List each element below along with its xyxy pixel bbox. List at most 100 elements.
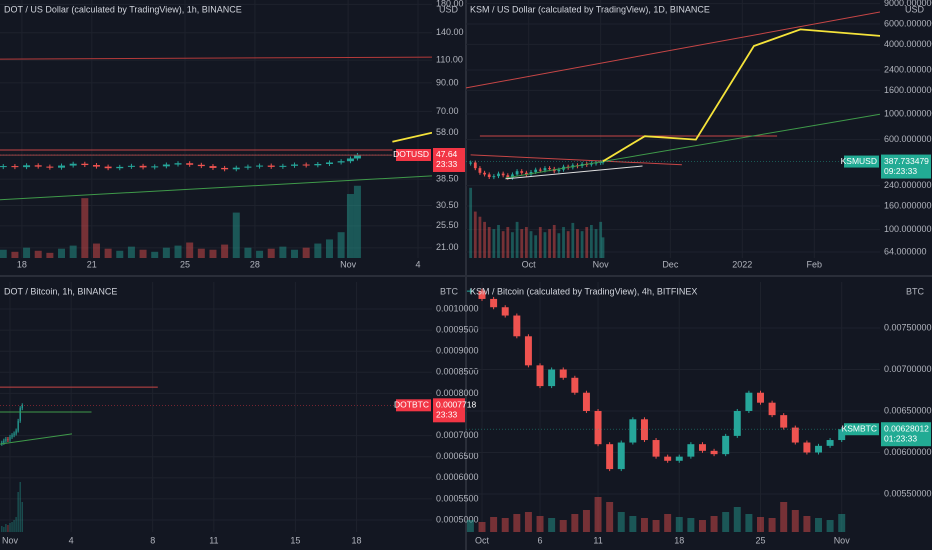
volume-bar bbox=[314, 243, 322, 258]
candle bbox=[780, 415, 788, 428]
volume-bar bbox=[186, 242, 194, 258]
trend-line bbox=[0, 433, 73, 445]
candle bbox=[478, 168, 482, 173]
price-tag-name-bg bbox=[396, 148, 431, 161]
trend-line bbox=[392, 131, 432, 143]
candle bbox=[5, 438, 7, 441]
candle bbox=[46, 166, 54, 168]
candle bbox=[337, 161, 345, 163]
volume-bar bbox=[585, 227, 589, 258]
volume-bar bbox=[490, 517, 498, 532]
volume-bar bbox=[5, 524, 7, 532]
volume-bar bbox=[209, 249, 217, 258]
volume-bar bbox=[353, 185, 361, 258]
y-tick-label: 110.00 bbox=[436, 55, 463, 65]
candle bbox=[557, 169, 561, 172]
unit-label: USD bbox=[905, 4, 925, 14]
x-tick-label: 4 bbox=[416, 259, 421, 269]
candle bbox=[698, 444, 706, 451]
y-tick-label: 0.0009000 bbox=[436, 346, 479, 356]
trend-line bbox=[602, 28, 880, 163]
price-tag-name-bg bbox=[844, 423, 879, 436]
candle bbox=[513, 315, 521, 337]
x-tick-label: 28 bbox=[250, 259, 260, 269]
volume-bar bbox=[487, 227, 491, 258]
volume-bar bbox=[478, 216, 482, 258]
volume-bar bbox=[151, 251, 159, 258]
candle bbox=[58, 165, 66, 168]
volume-bar bbox=[325, 239, 333, 258]
volume-bar bbox=[162, 247, 170, 258]
candle bbox=[104, 166, 112, 169]
candle bbox=[487, 174, 491, 178]
price-tag-countdown: 09:23:33 bbox=[884, 166, 917, 176]
plot-area bbox=[0, 282, 432, 532]
price-tag-countdown: 23:33 bbox=[436, 159, 458, 169]
price-tag-value: 0.00628012 bbox=[884, 423, 929, 433]
candle bbox=[221, 167, 229, 170]
candle bbox=[0, 166, 7, 168]
price-tag-name: KSMUSD bbox=[841, 156, 877, 166]
candle bbox=[9, 436, 11, 440]
y-tick-label: 240.000000 bbox=[884, 180, 932, 190]
y-tick-label: 0.0005500 bbox=[436, 493, 479, 503]
volume-bar bbox=[557, 233, 561, 258]
volume-bar bbox=[617, 512, 625, 532]
volume-bar bbox=[1, 526, 3, 532]
y-tick-label: 0.00550000 bbox=[884, 488, 932, 498]
volume-bar bbox=[492, 229, 496, 258]
volume-bar bbox=[346, 194, 354, 258]
x-tick-label: Oct bbox=[475, 535, 490, 545]
candle bbox=[826, 440, 834, 446]
y-tick-label: 21.00 bbox=[436, 242, 459, 252]
candle bbox=[11, 435, 13, 437]
candle bbox=[492, 176, 496, 178]
volume-bar bbox=[291, 249, 299, 258]
volume-bar bbox=[562, 227, 565, 258]
y-tick-label: 90.00 bbox=[436, 77, 459, 87]
candle bbox=[710, 450, 718, 455]
volume-bar bbox=[104, 248, 112, 258]
volume-bar bbox=[768, 518, 776, 532]
volume-bar bbox=[21, 502, 23, 532]
price-tag-countdown: 23:33 bbox=[436, 410, 458, 420]
volume-bar bbox=[256, 250, 264, 258]
volume-bar bbox=[11, 251, 19, 258]
trend-line bbox=[466, 11, 880, 89]
trend-line bbox=[0, 175, 432, 201]
price-tag-name: KSMBTC bbox=[842, 423, 877, 433]
volume-bar bbox=[710, 516, 718, 532]
chart-title: DOT / Bitcoin, 1h, BINANCE bbox=[4, 286, 117, 296]
candle bbox=[267, 165, 275, 167]
volume-bar bbox=[589, 224, 593, 258]
volume-bar bbox=[803, 516, 811, 532]
y-tick-label: 160.000000 bbox=[884, 200, 932, 210]
y-tick-label: 0.0006000 bbox=[436, 472, 479, 482]
candle bbox=[791, 427, 799, 443]
volume-bar bbox=[244, 247, 252, 258]
trend-line bbox=[0, 56, 432, 60]
candle bbox=[559, 369, 567, 378]
candle bbox=[151, 166, 159, 168]
candle bbox=[209, 166, 217, 168]
candle bbox=[675, 456, 683, 461]
candle bbox=[838, 429, 846, 441]
price-tag-value: 47.64 bbox=[436, 149, 458, 159]
x-tick-label: 18 bbox=[674, 535, 684, 545]
volume-bar bbox=[548, 229, 551, 258]
candle bbox=[617, 442, 625, 470]
price-tag-countdown: 01:23:33 bbox=[884, 433, 917, 443]
y-tick-label: 25.50 bbox=[436, 220, 459, 230]
candle bbox=[506, 175, 510, 178]
volume-bar bbox=[520, 229, 524, 258]
chart-panel: 0.00750000 0.00700000 0.00650000 0.00600000… bbox=[466, 282, 932, 545]
y-tick-label: 0.0008000 bbox=[436, 388, 479, 398]
candle bbox=[815, 445, 822, 453]
volume-bar bbox=[791, 510, 799, 532]
volume-bar bbox=[34, 250, 42, 258]
candle bbox=[314, 164, 322, 166]
price-tag-bg bbox=[881, 422, 931, 447]
candle bbox=[601, 161, 605, 163]
volume-bar bbox=[92, 243, 100, 258]
volume-bar bbox=[11, 522, 13, 532]
